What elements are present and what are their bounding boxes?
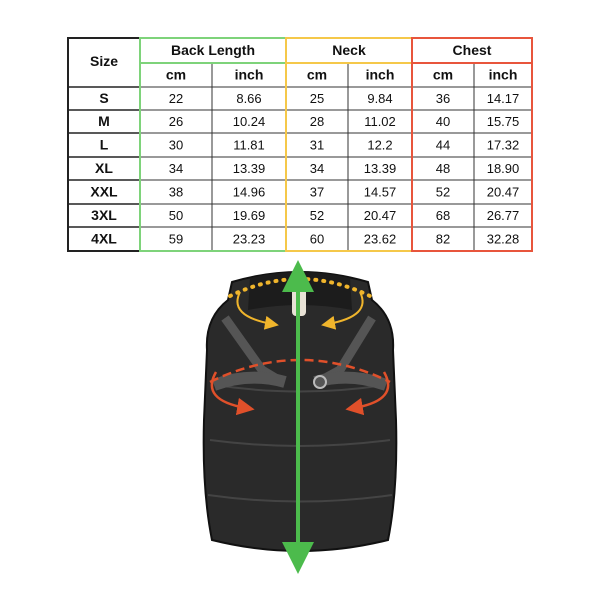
cell: 52 [310, 208, 324, 223]
group-header: Neck [332, 42, 366, 58]
cell: 22 [169, 91, 183, 106]
size-label: 3XL [91, 207, 117, 223]
cell: 14.96 [233, 184, 266, 199]
cell: 48 [436, 161, 450, 176]
cell: 38 [169, 184, 183, 199]
group-border [411, 37, 533, 252]
group-header: Back Length [171, 42, 255, 58]
cell: 14.57 [364, 184, 397, 199]
cell: 20.47 [487, 184, 520, 199]
unit-header: cm [166, 67, 186, 83]
size-label: 4XL [91, 231, 117, 247]
unit-header: inch [366, 67, 395, 83]
cell: 18.90 [487, 161, 520, 176]
unit-header: cm [307, 67, 327, 83]
cell: 44 [436, 137, 450, 152]
cell: 26.77 [487, 208, 520, 223]
cell: 11.02 [364, 114, 396, 129]
cell: 15.75 [487, 114, 520, 129]
size-label: XL [95, 160, 113, 176]
size-header: Size [90, 53, 118, 69]
cell: 20.47 [364, 208, 397, 223]
cell: 34 [169, 161, 183, 176]
cell: 36 [436, 91, 450, 106]
unit-header: inch [235, 67, 264, 83]
cell: 13.39 [233, 161, 266, 176]
cell: 13.39 [364, 161, 397, 176]
size-label: S [99, 90, 108, 106]
cell: 32.28 [487, 231, 520, 246]
cell: 31 [310, 137, 324, 152]
cell: 9.84 [367, 91, 392, 106]
cell: 30 [169, 137, 183, 152]
cell: 23.23 [233, 231, 266, 246]
unit-header: cm [433, 67, 453, 83]
cell: 12.2 [367, 137, 392, 152]
cell: 28 [310, 114, 324, 129]
cell: 14.17 [487, 91, 520, 106]
cell: 11.81 [233, 137, 265, 152]
size-label: XXL [90, 184, 118, 200]
cell: 8.66 [236, 91, 261, 106]
cell: 10.24 [233, 114, 266, 129]
cell: 19.69 [233, 208, 266, 223]
cell: 52 [436, 184, 450, 199]
group-header: Chest [453, 42, 492, 58]
cell: 68 [436, 208, 450, 223]
cell: 34 [310, 161, 324, 176]
cell: 37 [310, 184, 324, 199]
cell: 17.32 [487, 137, 520, 152]
cell: 25 [310, 91, 324, 106]
size-label: M [98, 113, 110, 129]
size-label: L [100, 137, 109, 153]
vest-illustration [202, 260, 398, 574]
cell: 23.62 [364, 231, 397, 246]
cell: 59 [169, 231, 183, 246]
cell: 50 [169, 208, 183, 223]
cell: 60 [310, 231, 324, 246]
cell: 82 [436, 231, 450, 246]
cell: 40 [436, 114, 450, 129]
unit-header: inch [489, 67, 518, 83]
cell: 26 [169, 114, 183, 129]
